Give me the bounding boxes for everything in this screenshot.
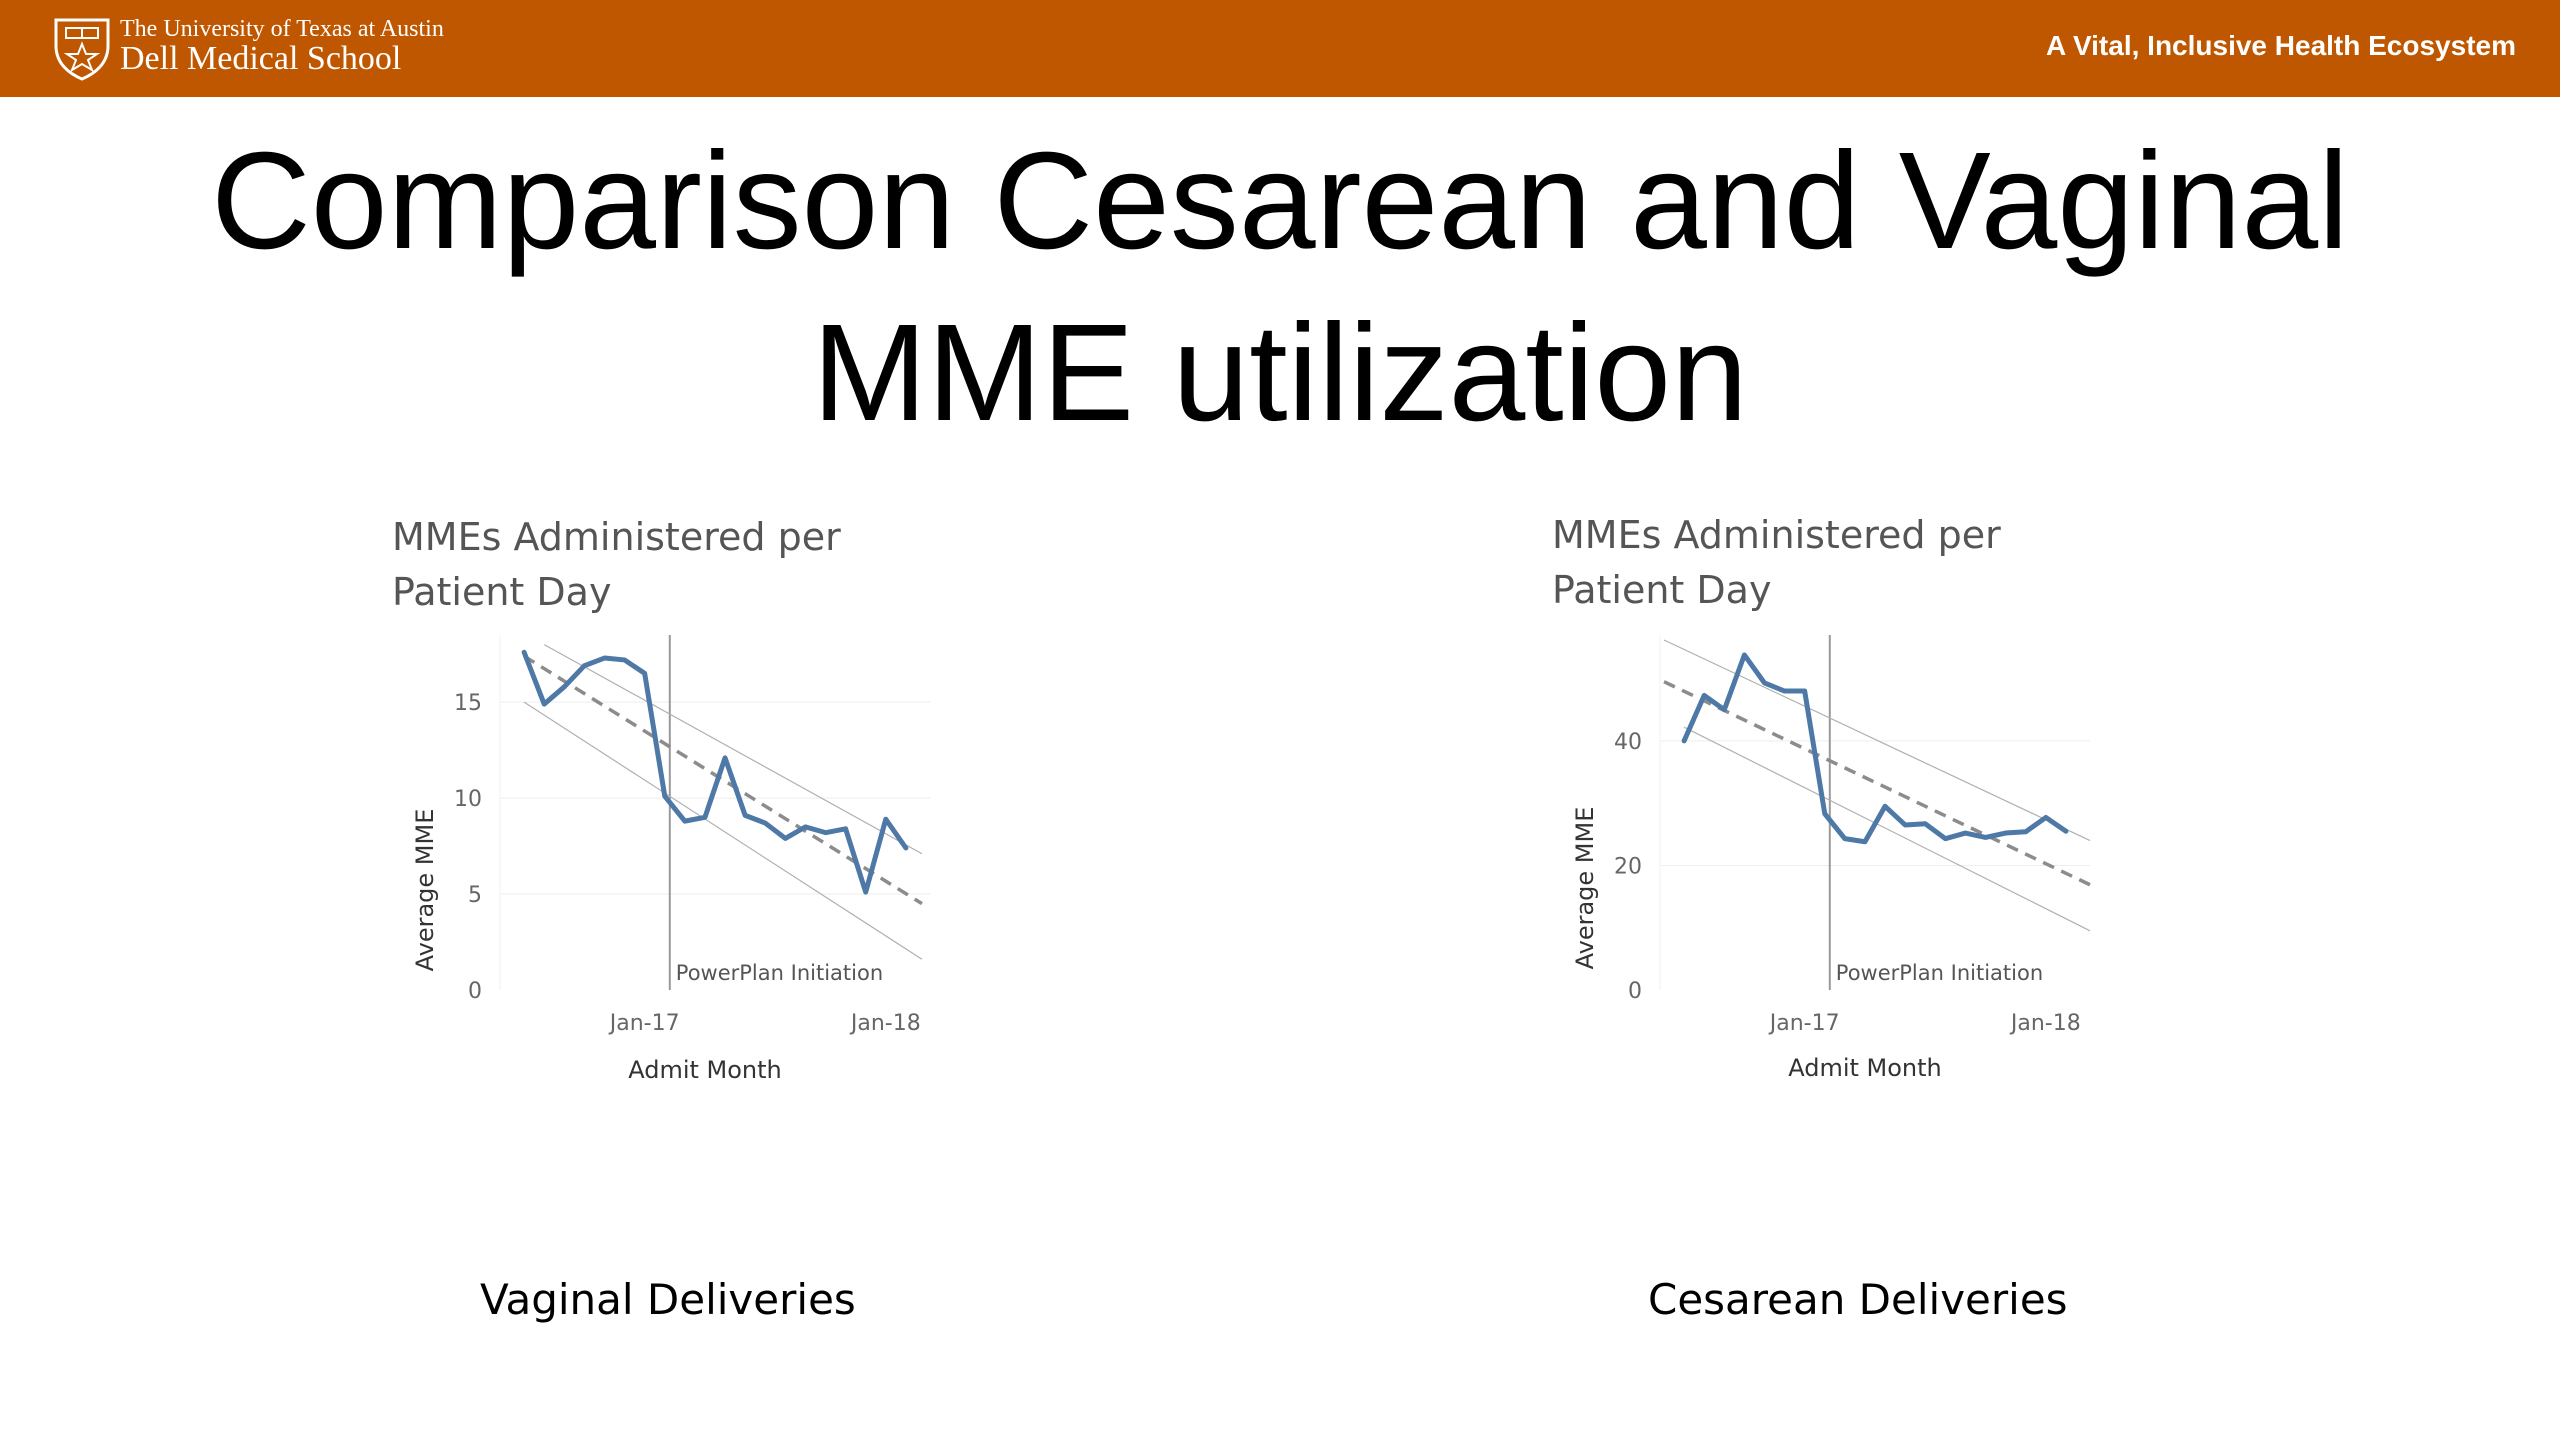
trend-band-upper	[543, 644, 923, 855]
x-tick-label: Jan-17	[608, 1011, 680, 1036]
trend-line	[523, 654, 923, 906]
plot-area: 0 20 40 Jan-17 Jan-18 PowerPlan Initiation	[1614, 635, 2091, 1036]
slide-title-line1: Comparison Cesarean and Vaginal	[211, 124, 2349, 278]
trend-band-lower	[523, 701, 923, 960]
trend-line	[1663, 680, 2091, 887]
chart-title-line2: Patient Day	[1552, 568, 1771, 612]
x-tick-label: Jan-18	[2009, 1011, 2081, 1036]
slide-title: Comparison Cesarean and Vaginal MME util…	[0, 115, 2560, 459]
chart-cesarean: MMEs Administered per Patient Day 0 20 40 J…	[1552, 513, 2091, 1082]
chart-title-line1: MMEs Administered per	[392, 515, 841, 559]
y-tick-label: 0	[1628, 979, 1642, 1004]
header-tagline: A Vital, Inclusive Health Ecosystem	[2046, 30, 2516, 61]
y-tick-label: 20	[1614, 854, 1642, 879]
trend-band-lower	[1683, 726, 2091, 932]
annotation-label: PowerPlan Initiation	[1836, 961, 2043, 985]
annotation-label: PowerPlan Initiation	[676, 961, 883, 985]
chart-title-line1: MMEs Administered per	[1552, 513, 2001, 557]
y-axis-label: Average MME	[411, 809, 439, 972]
y-axis-label: Average MME	[1571, 807, 1599, 970]
y-tick-label: 0	[468, 979, 482, 1004]
y-tick-label: 40	[1614, 730, 1642, 755]
trend-band-upper	[1663, 639, 2091, 842]
caption-vaginal: Vaginal Deliveries	[480, 1275, 856, 1324]
x-axis-label: Admit Month	[1788, 1054, 1942, 1082]
chart-vaginal: MMEs Administered per Patient Day 0 5 10 15…	[392, 515, 930, 1084]
slide-title-line2: MME utilization	[812, 296, 1748, 450]
header-bar: The University of Texas at Austin Dell M…	[0, 0, 2560, 97]
y-tick-label: 10	[454, 787, 482, 812]
series-line	[1681, 652, 2069, 845]
x-tick-label: Jan-17	[1768, 1011, 1840, 1036]
ut-shield-icon	[54, 18, 110, 81]
y-tick-label: 5	[468, 883, 482, 908]
x-axis-label: Admit Month	[628, 1056, 782, 1084]
school-name: Dell Medical School	[120, 40, 402, 77]
series-line	[521, 649, 909, 895]
x-tick-label: Jan-18	[849, 1011, 921, 1036]
university-name: The University of Texas at Austin	[120, 16, 444, 42]
y-tick-label: 15	[454, 691, 482, 716]
chart-title-line2: Patient Day	[392, 570, 611, 614]
caption-cesarean: Cesarean Deliveries	[1648, 1275, 2068, 1324]
plot-area: 0 5 10 15 Jan-17 Jan-18 PowerPlan Initiation	[454, 635, 930, 1036]
